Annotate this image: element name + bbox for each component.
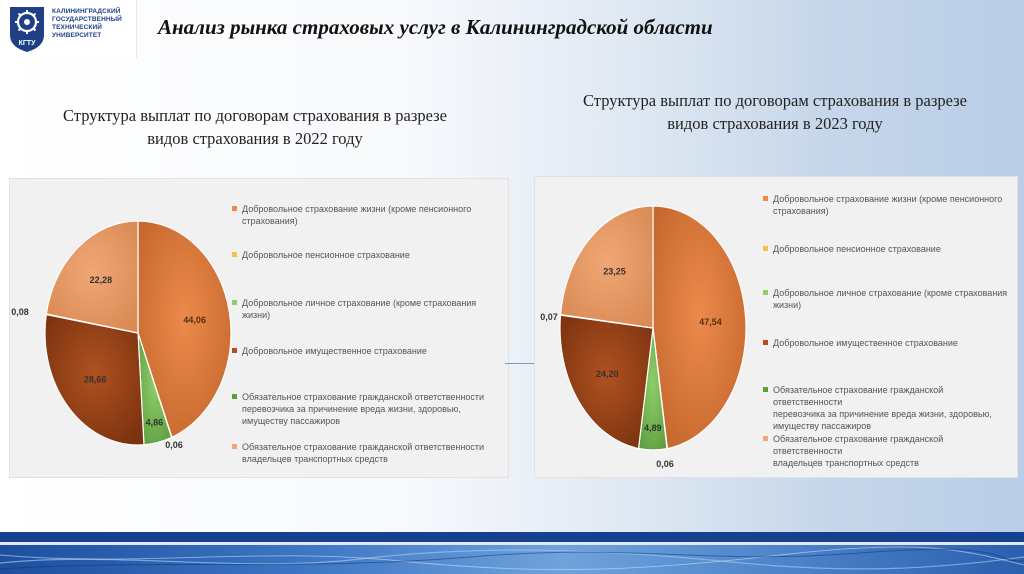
legend-label: Добровольное пенсионное страхование <box>773 244 941 254</box>
legend-item-2022-2: Добровольное пенсионное страхование <box>232 249 410 261</box>
university-emblem-icon: КГТУ <box>10 7 44 52</box>
legend-marker-icon <box>232 252 237 257</box>
legend-item-2023-1: Добровольное страхование жизни (кроме пе… <box>763 193 1002 217</box>
footer-bar <box>0 532 1024 542</box>
legend-item-2022-5: Обязательное страхование гражданской отв… <box>232 391 484 427</box>
legend-label: Добровольное пенсионное страхование <box>242 250 410 260</box>
legend-label: Добровольное личное страхование (кроме с… <box>242 298 477 320</box>
chart-panel-2023: 47,54 0,06 4,89 24,20 0,07 23,25 Добровольное… <box>534 176 1018 478</box>
data-label-2023-4: 24,20 <box>596 369 619 379</box>
legend-marker-icon <box>763 387 768 392</box>
data-label-2023-1: 47,54 <box>699 317 722 327</box>
data-label-2023-2: 0,06 <box>656 459 674 469</box>
data-label-2022-2: 0,06 <box>165 440 183 450</box>
data-label-2023-5: 0,07 <box>540 312 558 322</box>
data-label-2022-6: 22,28 <box>90 275 113 285</box>
data-label-2023-6: 23,25 <box>603 267 626 277</box>
chart-panel-2022: 44,06 0,06 4,86 28,66 0,08 22,28 Добровольное… <box>9 178 509 478</box>
legend-item-2022-3: Добровольное личное страхование (кроме с… <box>232 297 476 321</box>
data-label-2023-3: 4,89 <box>644 423 662 433</box>
pie-slice-2022-4 <box>44 313 145 446</box>
legend-item-2023-6: Обязательное страхование гражданской отв… <box>763 433 1013 469</box>
data-label-2022-1: 44,06 <box>183 315 206 325</box>
legend-item-2023-5: Обязательное страхование гражданской отв… <box>763 384 1013 432</box>
university-logo: КГТУ КАЛИНИНГРАДСКИЙ ГОСУДАРСТВЕННЫЙ ТЕХ… <box>0 0 137 58</box>
pie-slice-2023-1 <box>652 205 747 450</box>
legend-marker-icon <box>763 246 768 251</box>
legend-label: Добровольное личное страхование (кроме с… <box>773 288 1008 310</box>
legend-marker-icon <box>232 394 237 399</box>
legend-item-2022-6: Обязательное страхование гражданской отв… <box>232 441 484 465</box>
pie-chart-2022: 44,06 0,06 4,86 28,66 0,08 22,28 <box>11 220 232 450</box>
legend-item-2022-1: Добровольное страхование жизни (кроме пе… <box>232 203 471 227</box>
legend-marker-icon <box>232 348 237 353</box>
legend-marker-icon <box>763 196 768 201</box>
pie-slice-2023-4 <box>559 314 654 450</box>
legend-label: Обязательное страхование гражданской отв… <box>242 442 484 464</box>
chart-subtitle-2022: Структура выплат по договорам страховани… <box>63 106 447 148</box>
legend-item-2023-3: Добровольное личное страхование (кроме с… <box>763 287 1007 311</box>
pie-slice-2022-6 <box>45 220 139 334</box>
divider-line <box>505 363 535 364</box>
legend-item-2022-4: Добровольное имущественное страхование <box>232 345 427 357</box>
page-title: Анализ рынка страховых услуг в Калинингр… <box>158 15 713 39</box>
chart-subtitle-2023: Структура выплат по договорам страховани… <box>583 91 967 133</box>
legend-item-2023-2: Добровольное пенсионное страхование <box>763 243 941 255</box>
legend-marker-icon <box>232 300 237 305</box>
emblem-text: КГТУ <box>19 40 37 47</box>
pie-chart-2023: 47,54 0,06 4,89 24,20 0,07 23,25 <box>540 205 747 469</box>
legend-marker-icon <box>763 340 768 345</box>
data-label-2022-4: 28,66 <box>84 375 107 385</box>
legend-marker-icon <box>232 444 237 449</box>
data-label-2022-3: 4,86 <box>146 418 164 428</box>
legend-label: Обязательное страхование гражданской отв… <box>773 385 992 431</box>
footer-wave-pattern <box>0 546 1024 570</box>
legend-item-2023-4: Добровольное имущественное страхование <box>763 337 958 349</box>
legend-label: Добровольное страхование жизни (кроме пе… <box>242 204 472 226</box>
pie-slice-2023-6 <box>559 205 654 329</box>
university-name: КАЛИНИНГРАДСКИЙ ГОСУДАРСТВЕННЫЙ ТЕХНИЧЕС… <box>52 8 122 39</box>
legend-label: Добровольное страхование жизни (кроме пе… <box>773 194 1003 216</box>
legend-label: Обязательное страхование гражданской отв… <box>773 434 944 468</box>
legend-label: Обязательное страхование гражданской отв… <box>242 392 484 426</box>
data-label-2022-5: 0,08 <box>11 307 29 317</box>
pie-slice-2022-1 <box>137 220 232 439</box>
legend-label: Добровольное имущественное страхование <box>773 338 958 348</box>
legend-marker-icon <box>232 206 237 211</box>
legend-marker-icon <box>763 436 768 441</box>
footer-gap <box>0 542 1024 545</box>
legend-marker-icon <box>763 290 768 295</box>
legend-label: Добровольное имущественное страхование <box>242 346 427 356</box>
